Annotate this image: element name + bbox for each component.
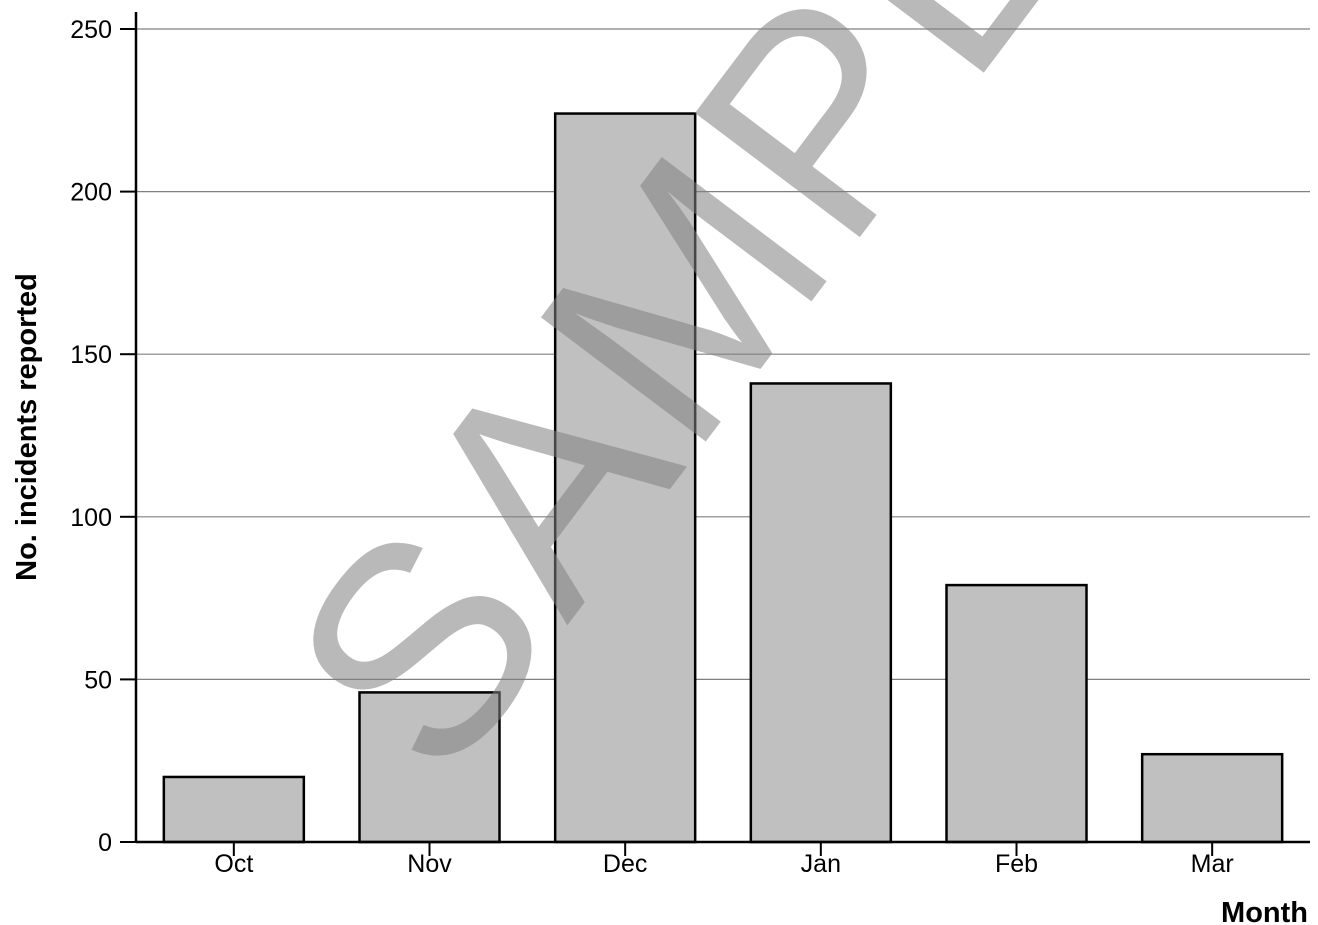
bars xyxy=(162,112,1284,844)
bar-mar xyxy=(1140,752,1284,844)
x-tick-label: Oct xyxy=(214,850,253,878)
bar-feb xyxy=(945,583,1088,844)
y-tick-label: 250 xyxy=(70,16,112,44)
y-tick-label: 100 xyxy=(70,504,112,532)
y-tick-label: 150 xyxy=(70,341,112,369)
x-ticks: Oct Nov Dec Jan Feb Mar xyxy=(214,842,1234,878)
bar-oct xyxy=(162,775,306,844)
x-tick-label: Dec xyxy=(603,850,647,878)
y-tick-label: 0 xyxy=(98,829,112,857)
x-tick-label: Jan xyxy=(801,850,841,878)
y-tick-label: 200 xyxy=(70,179,112,207)
y-ticks: 0 50 100 150 200 250 xyxy=(70,16,136,857)
y-tick-label: 50 xyxy=(84,666,112,694)
x-tick-label: Nov xyxy=(407,850,452,878)
x-axis-title: Month xyxy=(1221,897,1308,925)
x-tick-label: Mar xyxy=(1191,850,1234,878)
bar-dec xyxy=(553,112,697,844)
grid-lines xyxy=(136,28,1310,681)
bar-jan xyxy=(749,382,893,844)
x-tick-label: Feb xyxy=(995,850,1038,878)
sample-watermark: SAMPLE xyxy=(226,0,1249,829)
axes xyxy=(134,12,1310,844)
y-axis-title: No. incidents reported xyxy=(11,273,43,581)
